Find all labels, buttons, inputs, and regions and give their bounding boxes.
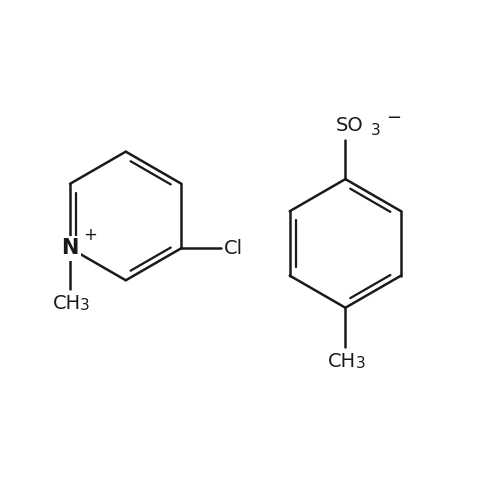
Text: 3: 3 [80,298,90,313]
Text: SO: SO [336,116,364,135]
Text: CH: CH [53,295,81,313]
Text: −: − [386,109,401,127]
Text: +: + [83,226,97,244]
Text: Cl: Cl [224,239,243,258]
Text: 3: 3 [370,123,380,138]
Text: N: N [61,238,79,258]
Text: 3: 3 [355,356,365,371]
Text: CH: CH [328,353,356,371]
